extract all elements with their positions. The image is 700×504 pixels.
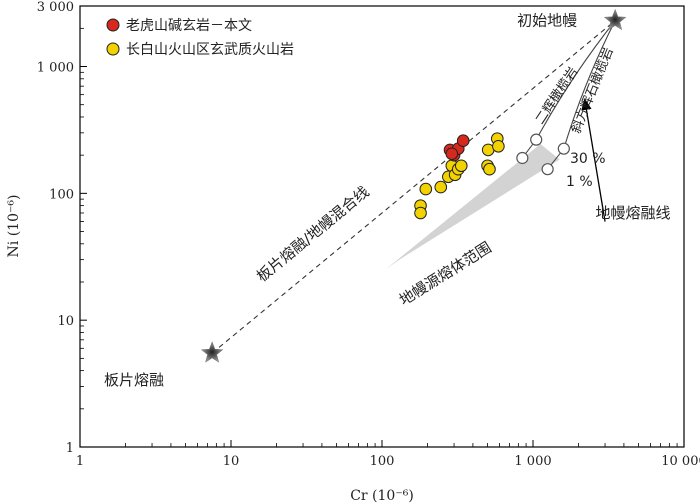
data-point-series-1: [445, 147, 459, 161]
y-tick-label: 3 000: [37, 0, 74, 15]
slab-melt-label: 板片熔融: [104, 371, 164, 389]
mantle-melting-arrow: [581, 98, 606, 222]
legend-label-2: 长白山火山区玄武质火山岩: [126, 41, 294, 58]
x-tick-label: 1: [76, 454, 84, 469]
end-member-star-2: [200, 341, 224, 363]
melt-marker-upper-2: [557, 142, 570, 155]
melting-curve-label-2: 斜方辉石橄榄岩: [568, 45, 617, 135]
data-point-series-2: [419, 182, 433, 196]
mantle-melting-line-label: 地幔熔融线: [595, 204, 670, 222]
x-tick-label: 10: [223, 454, 240, 469]
y-tick-label: 100: [49, 187, 74, 202]
x-tick-label: 100: [370, 454, 395, 469]
y-axis-title: Ni (10⁻⁶): [6, 195, 22, 258]
y-tick-label: 1: [66, 441, 74, 456]
mantle-source-melt-field: [385, 144, 560, 270]
y-tick-label: 10: [57, 314, 74, 329]
data-point-series-1: [456, 134, 470, 148]
melting-curve-1: [535, 20, 616, 140]
legend-label-1: 老虎山碱玄岩－本文: [126, 17, 252, 34]
points-layer: [200, 8, 627, 363]
data-point-series-2: [492, 139, 505, 153]
melt-fraction-label-lower: 1 %: [566, 174, 593, 190]
data-point-series-2: [483, 162, 496, 176]
melt-fraction-label-upper: 30 %: [570, 151, 606, 167]
melting-curve-2: [563, 20, 616, 149]
legend-marker-2: [106, 42, 120, 56]
legend-marker-1: [106, 18, 120, 32]
data-point-series-2: [434, 180, 448, 194]
mixing-line: [211, 20, 616, 354]
melt-marker-lower-2: [541, 163, 554, 176]
melt-marker-upper-1: [530, 133, 543, 146]
x-axis-title: Cr (10⁻⁶): [350, 488, 414, 504]
ticks-layer: 1 10 100 1 000 10 000 1 10 100 1 000 3 000: [37, 0, 700, 469]
melt-marker-lower-1: [516, 151, 529, 165]
initial-mantle-label: 初始地幔: [517, 12, 577, 30]
end-member-star-1: [603, 8, 627, 31]
data-point-series-2: [454, 159, 468, 173]
x-tick-label: 10 000: [661, 454, 700, 469]
y-tick-label: 1 000: [37, 61, 74, 76]
source-field-layer: [385, 144, 560, 270]
data-point-series-2: [414, 206, 427, 220]
x-tick-label: 1 000: [514, 454, 551, 469]
